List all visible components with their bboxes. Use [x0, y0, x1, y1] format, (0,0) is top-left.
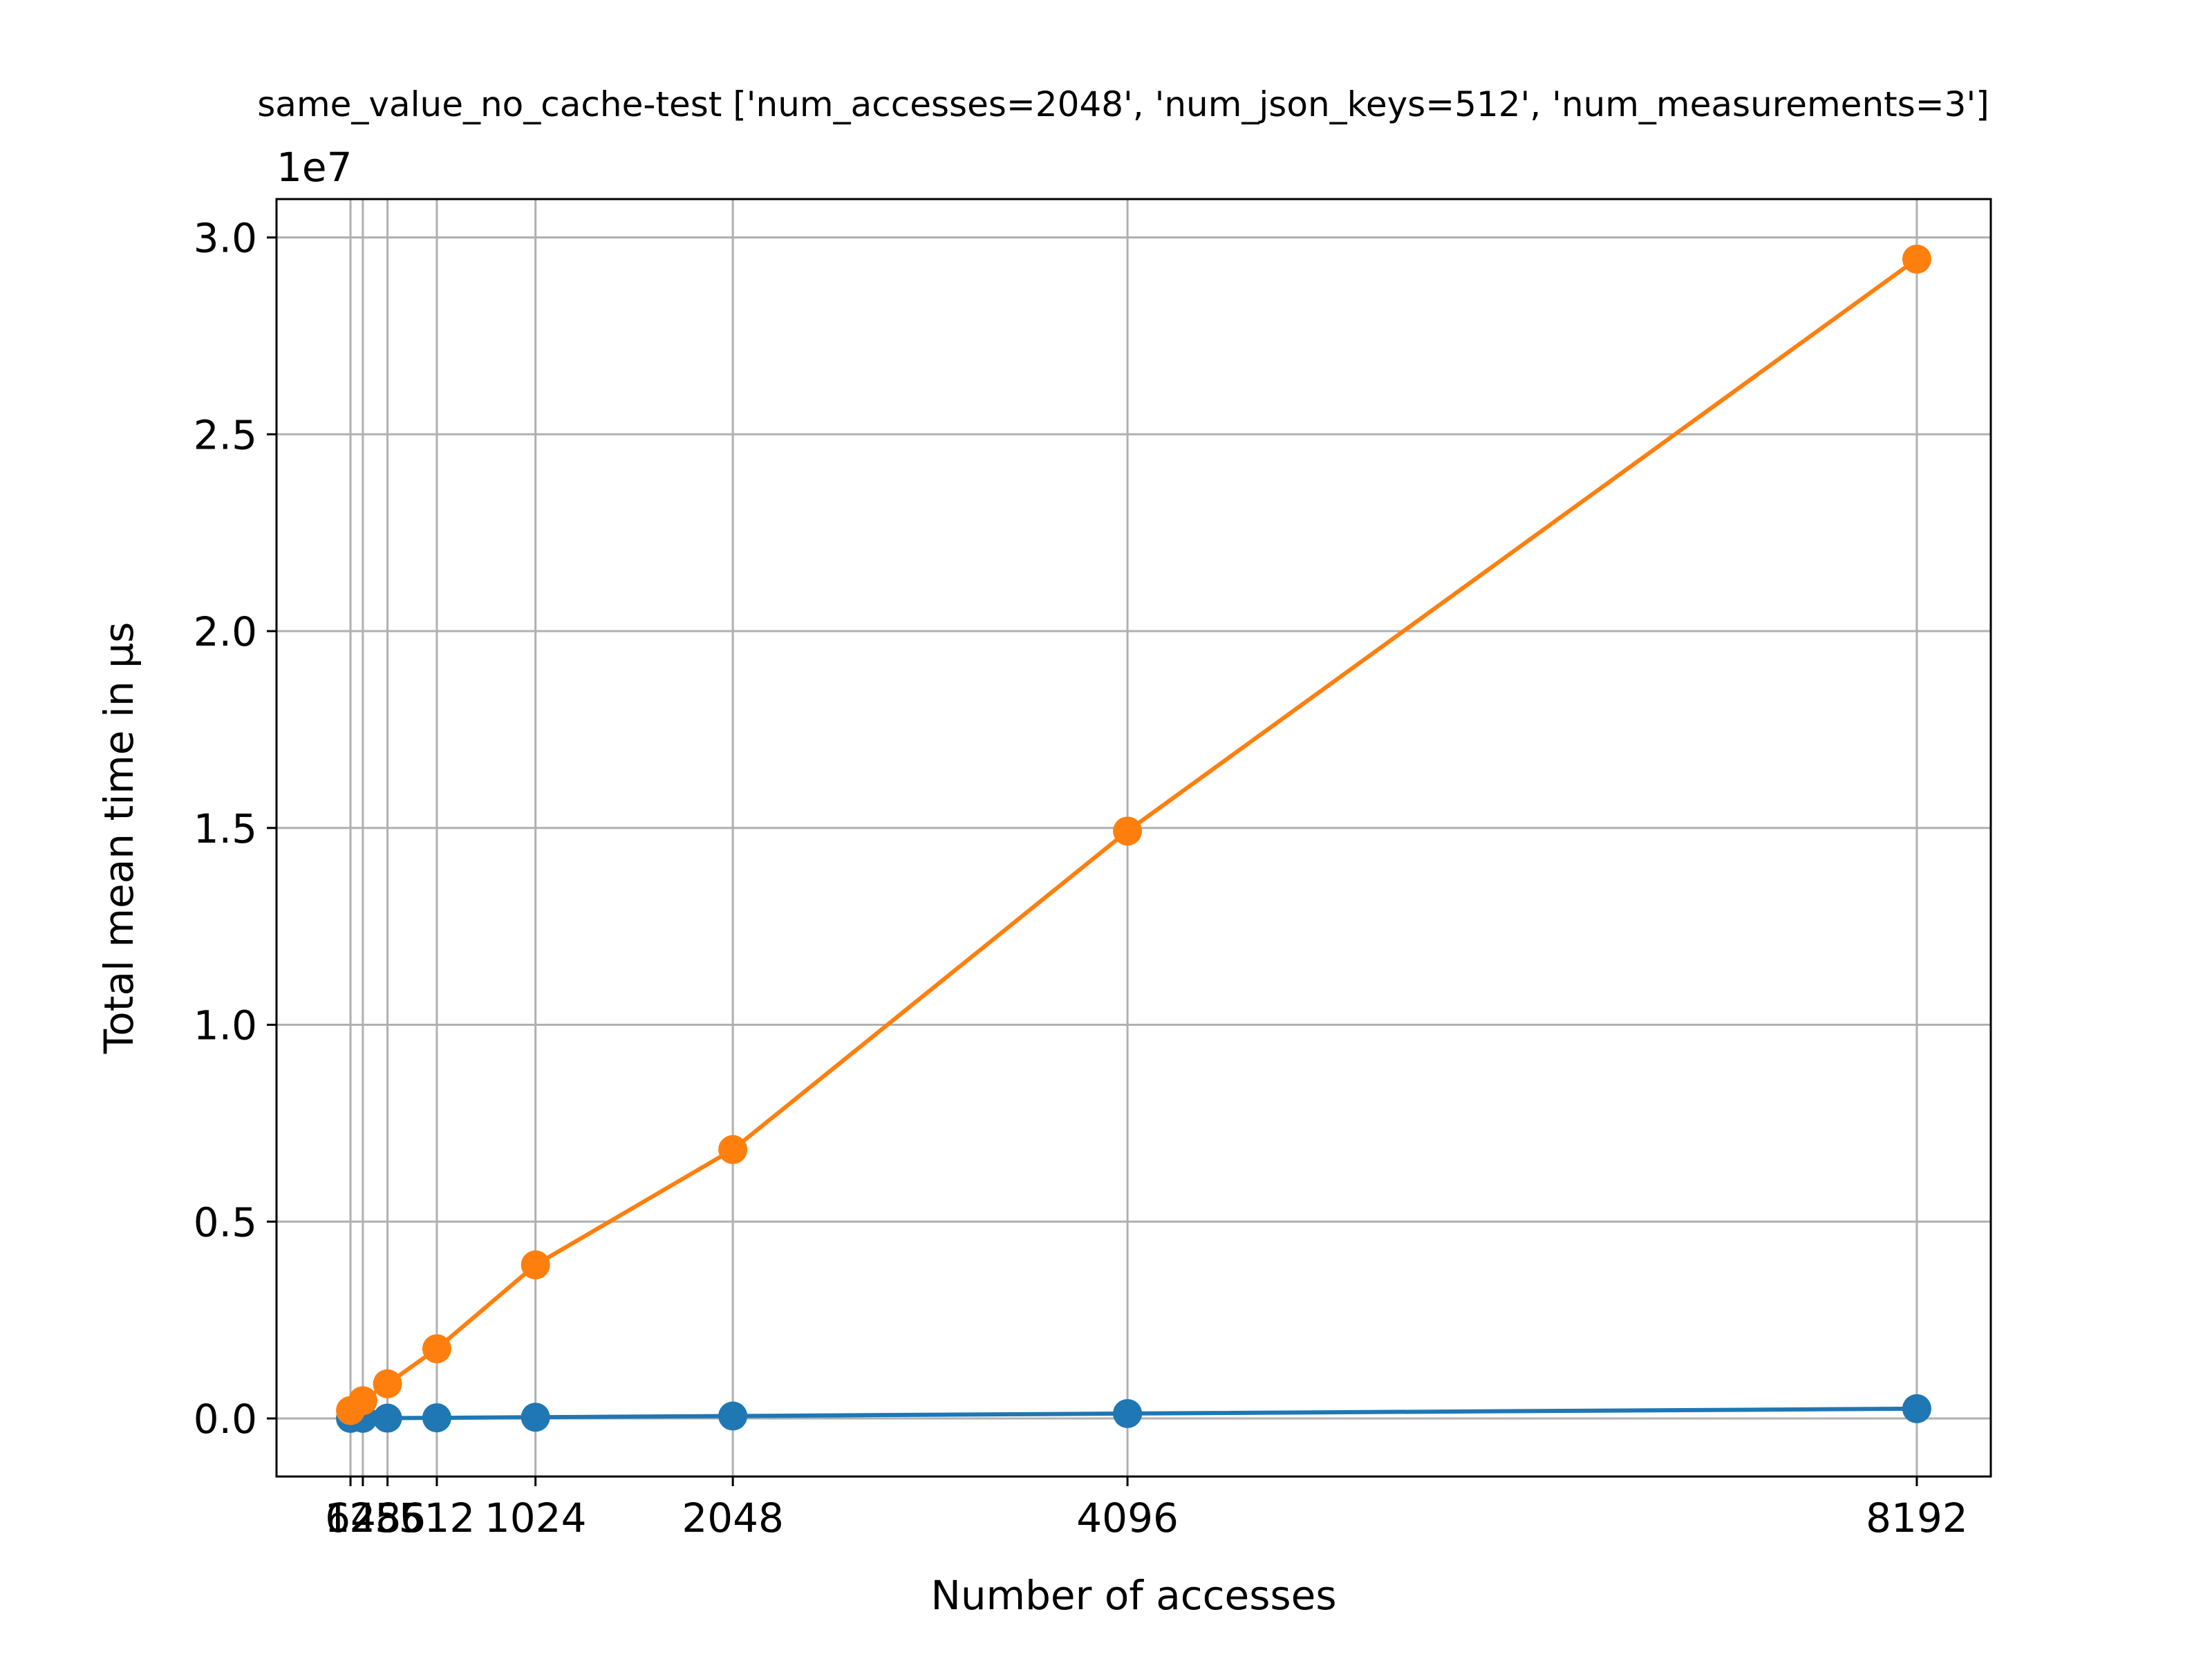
x-tick-label: 64: [325, 1494, 376, 1541]
data-point: [373, 1403, 402, 1433]
x-tick-label: 128: [325, 1494, 402, 1541]
y-tick-label: 0.5: [194, 1199, 257, 1246]
x-axis-label: Number of accesses: [930, 1572, 1336, 1619]
x-tick-label: 4096: [1076, 1494, 1179, 1541]
y-axis-label: Total mean time in µs: [95, 622, 142, 1055]
y-tick-label: 2.0: [194, 608, 257, 655]
y-tick-label: 3.0: [194, 215, 257, 262]
x-tick-label: 2048: [682, 1494, 784, 1541]
y-tick-label: 2.5: [194, 411, 257, 458]
data-point: [422, 1334, 451, 1364]
data-point: [1113, 1398, 1143, 1428]
data-point: [348, 1386, 377, 1416]
data-point: [521, 1250, 550, 1280]
x-tick-label: 8192: [1866, 1494, 1968, 1541]
y-tick-label: 1.0: [194, 1002, 257, 1049]
series-2: [336, 244, 1931, 1425]
y-offset-text: 1e7: [276, 144, 353, 191]
data-point: [718, 1401, 748, 1431]
data-point: [1902, 1394, 1931, 1423]
x-tick-label: 512: [399, 1494, 476, 1541]
data-point: [1113, 816, 1143, 846]
data-point: [1902, 244, 1931, 274]
y-tick-label: 1.5: [194, 805, 257, 852]
series-1: [336, 1394, 1931, 1433]
plot-area-frame: [275, 198, 1992, 1478]
chart-title: same_value_no_cache-test ['num_accesses=…: [257, 84, 1989, 124]
data-point: [521, 1403, 550, 1432]
x-tick-label: 256: [349, 1494, 426, 1541]
y-tick-label: 0.0: [194, 1396, 257, 1443]
data-point: [718, 1135, 748, 1165]
data-point: [422, 1403, 451, 1433]
plot-series: [336, 244, 1931, 1433]
data-point: [373, 1369, 402, 1398]
x-tick-label: 1024: [485, 1494, 587, 1541]
